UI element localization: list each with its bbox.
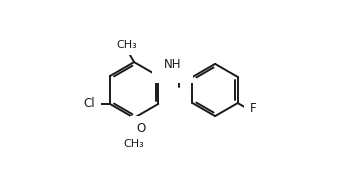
Text: O: O <box>136 122 145 134</box>
Text: CH₃: CH₃ <box>117 40 137 50</box>
Text: F: F <box>250 102 257 115</box>
Text: Cl: Cl <box>83 97 95 111</box>
Text: CH₃: CH₃ <box>124 139 144 149</box>
Text: NH: NH <box>163 58 181 71</box>
